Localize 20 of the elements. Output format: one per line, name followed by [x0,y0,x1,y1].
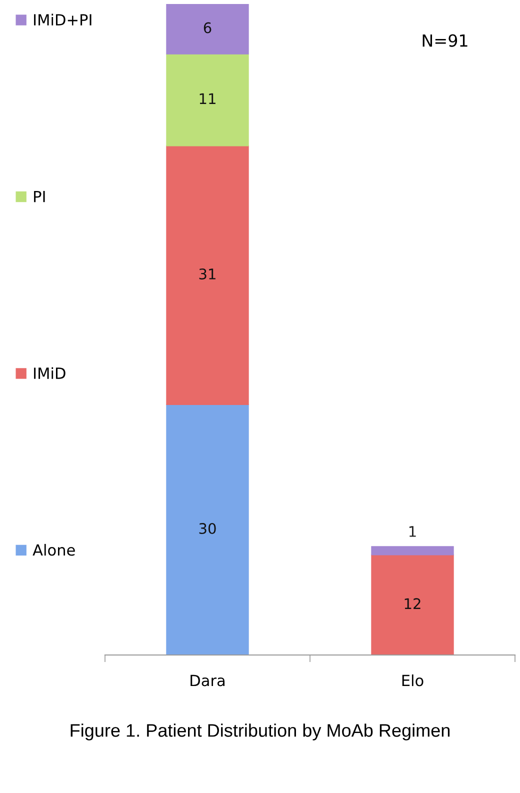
text: Figure 1. Patient Distribution by MoAb Regimen [70,724,450,740]
data-label: 12 [404,598,420,609]
bar [371,546,454,556]
legend-label: Alone [32,544,75,556]
x-tick-label: Elo [402,674,424,686]
legend-label: PI [34,190,45,202]
bar [166,54,249,146]
x-tick-label: Dara [190,674,224,686]
bar [166,404,249,655]
legend-label: IMiD+PI [34,14,92,26]
legend-label: IMiD [34,367,66,379]
bar [166,4,249,54]
annotation: N=91 [422,34,468,47]
data-label: 30 [199,523,216,534]
data-label: 1 [409,526,416,537]
bar [166,146,249,405]
data-label: 31 [199,268,216,280]
data-label: 6 [204,22,212,34]
data-label: 11 [200,93,216,104]
bar [371,554,454,655]
